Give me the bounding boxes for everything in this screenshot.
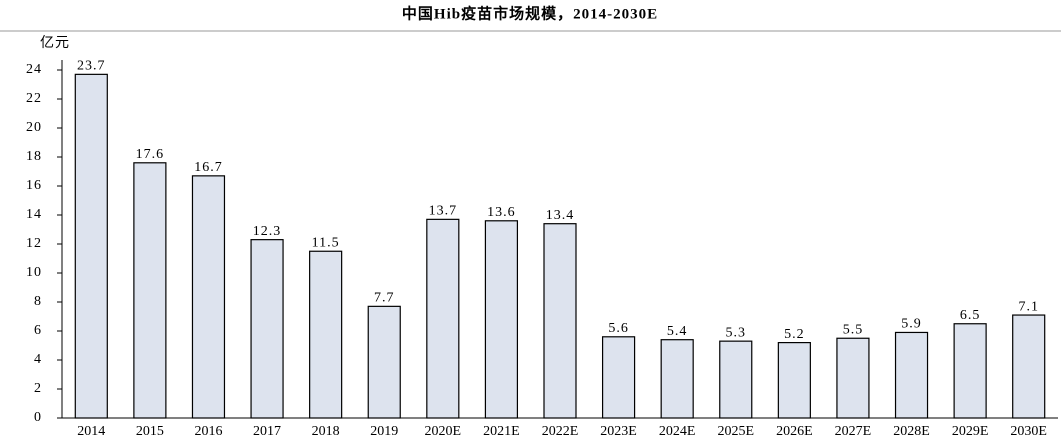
x-tick-label: 2020E — [425, 424, 462, 439]
bar — [543, 223, 577, 419]
x-tick-label: 2019 — [370, 424, 398, 439]
data-label: 5.4 — [667, 324, 688, 339]
x-tick-label: 2024E — [659, 424, 696, 439]
y-axis-label: 亿元 — [40, 35, 70, 51]
x-tick-label: 2025E — [717, 424, 754, 439]
y-tick-label: 18 — [26, 149, 42, 164]
x-tick-label: 2014 — [77, 424, 105, 439]
x-tick-label: 2016 — [194, 424, 222, 439]
bar — [133, 162, 167, 419]
data-label: 23.7 — [77, 59, 106, 74]
y-tick-label: 8 — [34, 294, 42, 309]
y-tick-label: 6 — [34, 323, 42, 338]
data-label: 13.4 — [546, 208, 575, 223]
bar — [953, 323, 987, 419]
y-tick-label: 0 — [34, 410, 42, 425]
data-label: 6.5 — [960, 308, 981, 323]
y-tick-label: 20 — [26, 120, 42, 135]
bar — [894, 331, 929, 419]
x-tick-label: 2017 — [253, 424, 281, 439]
y-tick-label: 14 — [26, 207, 42, 222]
y-tick-label: 24 — [26, 62, 42, 77]
data-label: 5.2 — [784, 327, 805, 342]
bar — [660, 339, 694, 419]
y-tick-label: 16 — [26, 178, 42, 193]
y-tick-label: 10 — [26, 265, 42, 280]
bar — [777, 342, 811, 419]
data-label: 13.6 — [487, 205, 516, 220]
x-tick-label: 2029E — [952, 424, 989, 439]
x-tick-label: 2027E — [835, 424, 872, 439]
data-label: 5.3 — [726, 325, 747, 340]
y-tick-label: 4 — [34, 352, 42, 367]
bar — [367, 305, 401, 419]
bar — [74, 73, 108, 419]
data-label: 12.3 — [253, 224, 282, 239]
bar — [601, 336, 636, 419]
data-label: 5.6 — [608, 321, 629, 336]
x-tick-label: 2015 — [136, 424, 164, 439]
x-tick-label: 2030E — [1010, 424, 1047, 439]
bar — [191, 175, 226, 419]
x-tick-label: 2018 — [312, 424, 340, 439]
x-tick-label: 2026E — [776, 424, 813, 439]
data-label: 7.1 — [1018, 299, 1039, 314]
bar — [1012, 314, 1046, 419]
bar — [309, 250, 343, 419]
data-label: 13.7 — [429, 204, 458, 219]
x-tick-label: 2028E — [893, 424, 930, 439]
data-label: 5.9 — [901, 317, 922, 332]
y-tick-label: 12 — [26, 236, 42, 251]
bar — [484, 220, 519, 419]
data-label: 11.5 — [312, 235, 340, 250]
data-label: 7.7 — [374, 291, 395, 306]
chart-title: 中国Hib疫苗市场规模，2014-2030E — [402, 4, 658, 22]
bar — [426, 218, 460, 419]
bar — [836, 337, 870, 419]
data-label: 16.7 — [194, 160, 223, 175]
bar — [719, 340, 753, 419]
x-tick-label: 2023E — [600, 424, 637, 439]
data-label: 17.6 — [136, 147, 165, 162]
y-tick-label: 2 — [34, 381, 42, 396]
x-tick-label: 2022E — [542, 424, 579, 439]
y-tick-label: 22 — [26, 91, 42, 106]
x-tick-label: 2021E — [483, 424, 520, 439]
bar — [250, 239, 284, 419]
data-label: 5.5 — [843, 322, 864, 337]
